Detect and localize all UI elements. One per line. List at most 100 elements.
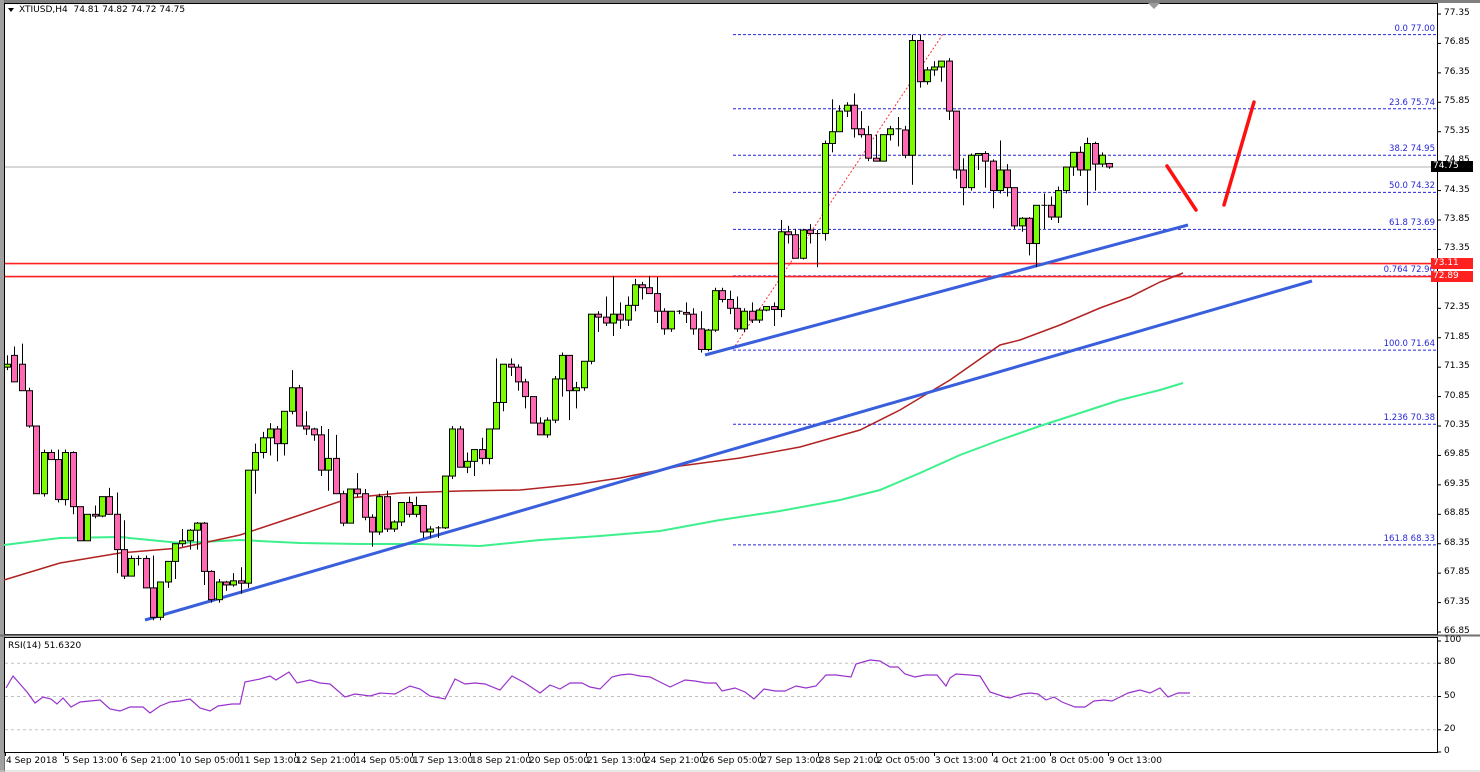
time-tick-label: 12 Sep 21:00 [296, 756, 357, 766]
candle-bearish [690, 313, 697, 330]
candle-bearish [917, 39, 924, 83]
candle-bullish [1084, 142, 1091, 171]
candle-bullish [157, 581, 164, 618]
candle-bullish [260, 437, 267, 454]
fib-level-label: 38.2 74.95 [1389, 144, 1435, 155]
candle-bullish [230, 580, 237, 586]
candle-bullish [267, 428, 274, 439]
candle-bearish [92, 513, 99, 517]
time-tick-label: 2 Oct 05:00 [877, 756, 930, 766]
red-projection-arrow[interactable] [1165, 164, 1198, 212]
candle-bearish [960, 169, 967, 189]
candle-bearish [851, 104, 858, 130]
rsi-tick-label: 100 [1444, 635, 1462, 645]
candle-bearish [946, 60, 953, 112]
candle-bullish [1063, 166, 1070, 192]
candle-bearish [11, 354, 18, 383]
candle-bullish [427, 528, 434, 533]
price-tick-label: 73.35 [1444, 243, 1470, 254]
time-tick-label: 20 Sep 05:00 [529, 756, 590, 766]
candle-bullish [1055, 190, 1062, 218]
candle-bullish [376, 496, 383, 533]
time-tick-label: 24 Sep 21:00 [645, 756, 706, 766]
candle-bullish [471, 449, 478, 462]
time-tick-label: 3 Oct 13:00 [935, 756, 988, 766]
candle-bullish [1033, 204, 1040, 245]
price-tick-label: 68.35 [1444, 537, 1470, 548]
price-tick-label: 75.85 [1444, 96, 1470, 107]
candle-bullish [398, 502, 405, 523]
candle-bearish [114, 513, 121, 551]
price-tick-label: 68.85 [1444, 508, 1470, 519]
candle-bearish [807, 229, 814, 235]
candle-bearish [26, 390, 33, 427]
fib-level-label: 0.764 72.90 [1383, 264, 1435, 275]
candle-bearish [719, 290, 726, 300]
candle-bullish [128, 557, 135, 577]
trendline[interactable] [144, 279, 1313, 622]
candle-bullish [931, 66, 938, 71]
candle-bearish [865, 134, 872, 159]
candle-bearish [362, 493, 369, 518]
price-tick-label: 72.35 [1444, 302, 1470, 313]
candle-bearish [771, 306, 778, 310]
candle-bullish [836, 110, 843, 133]
candle-bullish [1070, 151, 1077, 168]
candle-bullish [887, 128, 894, 136]
candle-bearish [617, 313, 624, 321]
candle-bearish [749, 310, 756, 321]
candle-bearish [639, 284, 646, 289]
candle-bearish [1077, 151, 1084, 171]
fib-level-label: 1.236 70.38 [1383, 413, 1435, 424]
candle-bullish [822, 142, 829, 235]
price-tick-label: 66.85 [1444, 626, 1470, 637]
candle-bullish [486, 428, 493, 459]
time-tick-label: 27 Sep 13:00 [761, 756, 822, 766]
candle-bearish [792, 234, 799, 259]
candle-bullish [559, 354, 566, 380]
chart-title[interactable]: XTIUSD,H4 74.81 74.82 74.72 74.75 [8, 5, 185, 15]
time-tick-label: 6 Sep 21:00 [122, 756, 177, 766]
candle-bearish [661, 310, 668, 330]
candle-bullish [741, 310, 748, 330]
candle-bullish [347, 488, 354, 524]
candle-bearish [982, 152, 989, 162]
candle-bullish [281, 410, 288, 445]
time-tick-label: 8 Oct 05:00 [1051, 756, 1104, 766]
fib-anchor-line[interactable] [732, 33, 944, 350]
candle-bearish [354, 488, 361, 495]
candle-bearish [457, 428, 464, 468]
time-tick-label: 28 Sep 21:00 [819, 756, 880, 766]
candle-bearish [727, 298, 734, 309]
price-tick-label: 74.85 [1444, 155, 1470, 165]
time-tick-label: 17 Sep 13:00 [413, 756, 474, 766]
candle-bullish [500, 363, 507, 403]
trendline[interactable] [704, 223, 1189, 357]
candle-bearish [406, 502, 413, 515]
candle-bullish [909, 39, 916, 156]
candle-bearish [1026, 217, 1033, 245]
candle-bearish [479, 449, 486, 459]
rsi-tick-label: 20 [1444, 723, 1456, 734]
candle-bearish [121, 549, 128, 577]
candle-bearish [530, 396, 537, 424]
candle-bearish [223, 581, 230, 586]
candle-bearish [296, 387, 303, 427]
chart-shift-marker-icon[interactable] [1148, 3, 1160, 9]
candle-bullish [187, 529, 194, 542]
candle-bearish [698, 328, 705, 351]
price-tick-label: 70.35 [1444, 420, 1470, 431]
fib-level-label: 0.0 77.00 [1394, 23, 1435, 34]
ohlc-values: 74.81 74.82 74.72 74.75 [73, 5, 186, 15]
red-projection-arrow[interactable] [1222, 100, 1256, 207]
candle-bearish [566, 354, 573, 392]
candle-bearish [33, 425, 40, 495]
candle-bearish [48, 452, 55, 461]
candle-bearish [1048, 204, 1055, 218]
dropdown-triangle-icon[interactable] [8, 7, 14, 12]
time-tick-label: 14 Sep 05:00 [355, 756, 416, 766]
candle-bearish [201, 522, 208, 572]
candle-bullish [194, 522, 201, 531]
